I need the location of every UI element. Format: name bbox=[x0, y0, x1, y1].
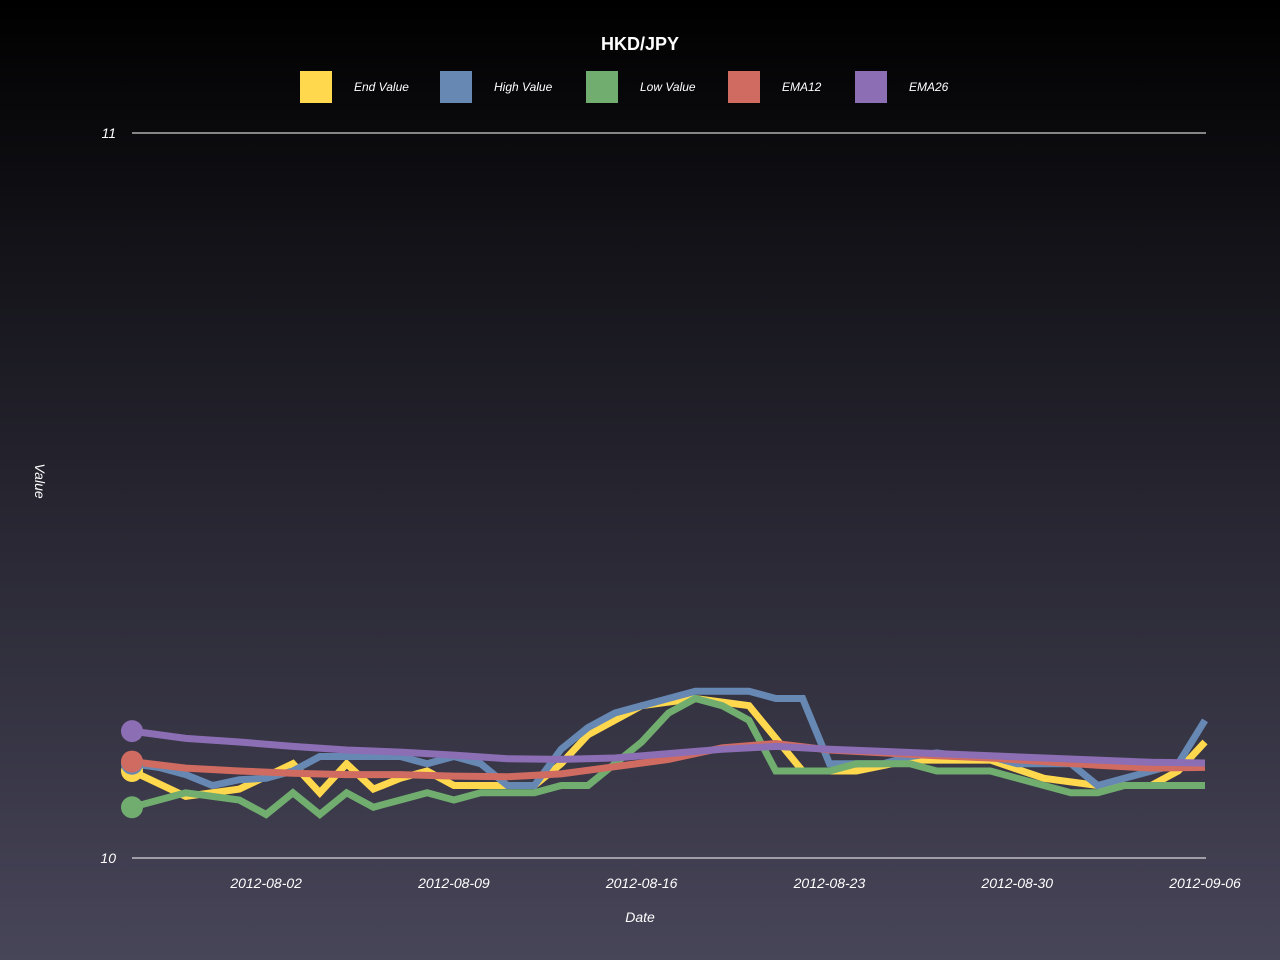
series-start-marker bbox=[121, 796, 143, 819]
legend-item: Low Value bbox=[586, 71, 696, 103]
axes: 11 10 2012-08-02 2012-08-09 2012-08-16 2012… bbox=[100, 125, 1241, 891]
y-axis-label: Value bbox=[32, 463, 48, 499]
legend-item: EMA12 bbox=[728, 71, 822, 103]
series-line bbox=[131, 694, 1205, 820]
series-start-marker bbox=[121, 750, 143, 773]
legend-label: Low Value bbox=[640, 80, 696, 94]
legend-label: High Value bbox=[494, 80, 553, 94]
legend-label: EMA12 bbox=[782, 80, 822, 94]
legend-item: High Value bbox=[440, 71, 553, 103]
legend-swatch bbox=[586, 71, 618, 103]
x-tick-label: 2012-09-06 bbox=[1168, 875, 1241, 891]
series-line bbox=[131, 727, 1206, 767]
chart-title: HKD/JPY bbox=[601, 34, 679, 54]
x-tick-label: 2012-08-09 bbox=[417, 875, 490, 891]
y-tick-label-top: 11 bbox=[101, 125, 116, 141]
x-tick-label: 2012-08-30 bbox=[980, 875, 1053, 891]
x-axis-label: Date bbox=[625, 909, 655, 925]
legend-item: EMA26 bbox=[855, 71, 949, 103]
legend-swatch bbox=[440, 71, 472, 103]
legend-swatch bbox=[728, 71, 760, 103]
y-tick-label-bottom: 10 bbox=[100, 850, 116, 866]
legend-item: End Value bbox=[300, 71, 409, 103]
legend: End Value High Value Low Value EMA12 EMA26 bbox=[300, 71, 949, 103]
series-group bbox=[121, 687, 1208, 820]
x-tick-label: 2012-08-23 bbox=[793, 875, 866, 891]
x-tick-label: 2012-08-02 bbox=[229, 875, 302, 891]
x-tick-labels: 2012-08-02 2012-08-09 2012-08-16 2012-08-23… bbox=[229, 875, 1241, 891]
series-line bbox=[130, 694, 1208, 801]
legend-swatch bbox=[855, 71, 887, 103]
legend-label: End Value bbox=[354, 80, 409, 94]
series-start-marker bbox=[121, 720, 143, 743]
legend-swatch bbox=[300, 71, 332, 103]
legend-label: EMA26 bbox=[909, 80, 949, 94]
x-tick-label: 2012-08-16 bbox=[605, 875, 678, 891]
